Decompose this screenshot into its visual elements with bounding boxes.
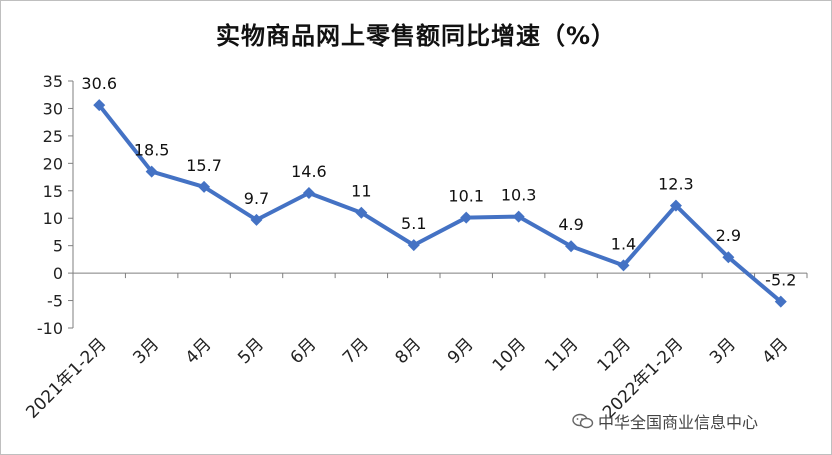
y-tick-label: 15 [43, 182, 63, 201]
data-point [617, 259, 630, 272]
x-tick-label: 7月 [339, 334, 373, 368]
x-tick-label: 3月 [706, 334, 740, 368]
watermark: 中华全国商业信息中心 [572, 409, 758, 433]
y-tick-label: 5 [53, 237, 63, 256]
y-tick-label: -10 [37, 319, 63, 338]
data-point [198, 180, 211, 193]
x-tick-label: 11月 [541, 334, 582, 375]
data-point [722, 251, 735, 264]
data-label: 10.3 [501, 186, 537, 205]
data-label: 2.9 [716, 226, 741, 245]
x-tick-label: 4月 [759, 334, 793, 368]
data-label: 4.9 [558, 215, 583, 234]
y-tick-label: 0 [53, 264, 63, 283]
x-tick-label: 4月 [182, 334, 216, 368]
data-label: 14.6 [291, 162, 327, 181]
data-point [145, 165, 158, 178]
x-tick-label: 6月 [287, 334, 321, 368]
data-label: 12.3 [658, 175, 694, 194]
chart-data-labels: 30.6 18.5 15.7 9.7 14.6 11 5.1 10.1 10.3 4.9 1.4 12… [81, 74, 796, 290]
data-point [460, 211, 473, 224]
x-tick-label: 2021年1-2月 [22, 334, 110, 422]
x-tick-label: 5月 [234, 334, 268, 368]
data-point [93, 99, 106, 112]
data-point [355, 206, 368, 219]
data-point [250, 213, 263, 226]
data-label: 1.4 [611, 234, 636, 253]
chart-title: 实物商品网上零售额同比增速（%） [215, 22, 617, 50]
data-point [774, 295, 787, 308]
y-tick-label: 30 [43, 99, 63, 118]
x-tick-label: 8月 [392, 334, 426, 368]
series-line [97, 103, 783, 304]
data-point [407, 239, 420, 252]
x-tick-label: 3月 [129, 334, 163, 368]
wechat-icon [572, 413, 594, 429]
data-point [302, 186, 315, 199]
data-point [512, 210, 525, 223]
data-label: 10.1 [448, 187, 484, 206]
y-tick-label: 35 [43, 72, 63, 91]
y-tick-label: 10 [43, 209, 63, 228]
watermark-text: 中华全国商业信息中心 [598, 413, 759, 432]
data-point [565, 240, 578, 253]
data-point [669, 199, 682, 212]
y-tick-label: 20 [43, 154, 63, 173]
data-label: 11 [351, 182, 371, 201]
data-label: 15.7 [186, 156, 222, 175]
x-tick-label: 9月 [444, 334, 478, 368]
chart-series [93, 99, 787, 308]
data-label: 30.6 [81, 74, 117, 93]
data-label: 9.7 [244, 189, 269, 208]
data-label: 5.1 [401, 214, 426, 233]
data-label: -5.2 [765, 271, 796, 290]
x-tick-label: 10月 [489, 334, 530, 375]
y-tick-label: 25 [43, 127, 63, 146]
y-tick-label: -5 [47, 292, 63, 311]
x-tick-label: 12月 [594, 334, 635, 375]
data-label: 18.5 [134, 141, 170, 160]
